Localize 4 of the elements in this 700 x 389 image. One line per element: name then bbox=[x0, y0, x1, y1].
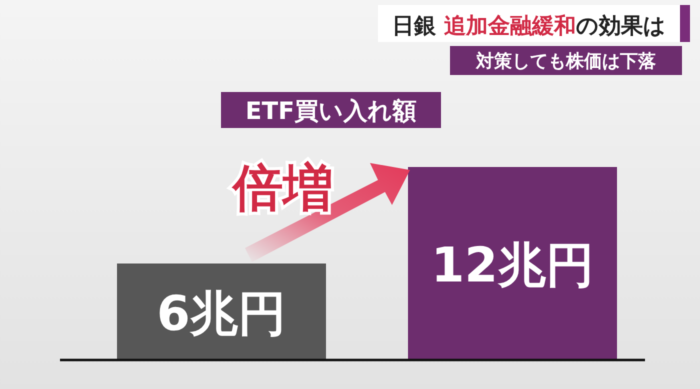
annotation: ETF買い入れ額 bbox=[245, 97, 417, 125]
annotation: 倍増 bbox=[233, 159, 333, 217]
title: 日銀 追加金融緩和の効果は bbox=[392, 14, 666, 39]
subtitle: 対策しても株価は下落 bbox=[476, 51, 656, 72]
